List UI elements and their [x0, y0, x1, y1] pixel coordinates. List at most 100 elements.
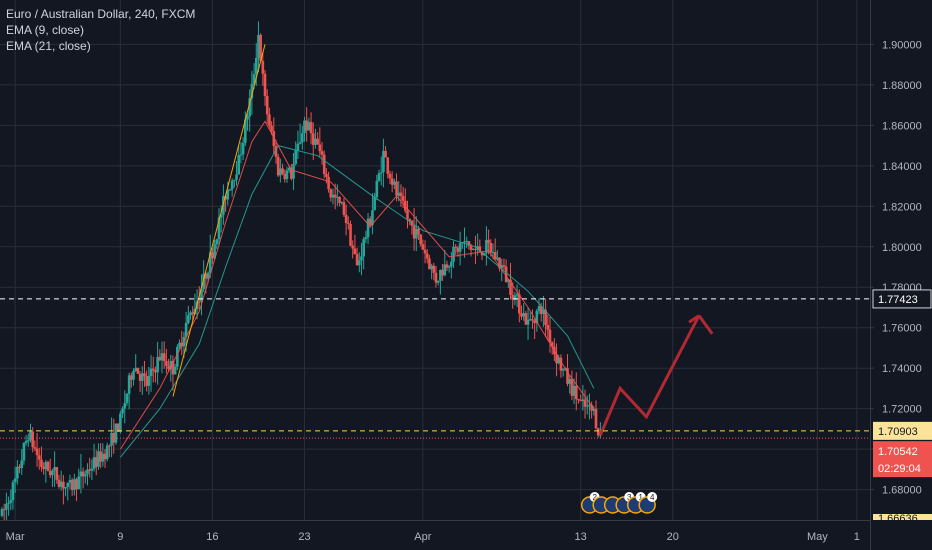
projection-arrowhead	[697, 314, 714, 335]
candle-body	[143, 373, 146, 377]
candle-body	[246, 116, 249, 120]
clipped-price-bg	[873, 514, 932, 520]
candle-body	[248, 98, 251, 117]
candle-body	[452, 246, 455, 262]
candle-body	[162, 353, 166, 362]
candle-body	[526, 319, 530, 325]
candle-body	[384, 150, 387, 158]
candle-body	[42, 466, 45, 470]
candle-body	[62, 481, 65, 489]
symbol-title[interactable]: Euro / Australian Dollar, 240, FXCM	[6, 7, 196, 21]
candle-body	[533, 320, 536, 324]
candle-body	[445, 264, 449, 268]
candle-body	[165, 361, 168, 366]
candle-body	[327, 176, 330, 190]
candle-body	[419, 234, 422, 245]
candle-body	[568, 378, 572, 384]
candle-body	[68, 479, 72, 483]
candle-body	[51, 470, 54, 476]
candle-body	[2, 509, 6, 511]
candle-body	[320, 151, 324, 155]
candle-body	[550, 342, 554, 347]
ema21-legend[interactable]: EMA (21, close)	[6, 39, 91, 53]
candle-body	[200, 289, 203, 302]
candle-body	[147, 376, 151, 386]
candle-body	[263, 73, 267, 97]
resistance-label-border	[872, 289, 932, 309]
candle-body	[173, 366, 177, 375]
candle-body	[500, 265, 504, 269]
candle-body	[235, 174, 238, 180]
candle-body	[548, 329, 552, 343]
event-marker[interactable]: 4	[638, 492, 658, 514]
marker-count-badge	[647, 492, 658, 502]
ema9-legend[interactable]: EMA (9, close)	[6, 23, 85, 37]
candle-body	[355, 254, 359, 266]
candle-body	[233, 179, 236, 181]
candle-body	[555, 354, 558, 364]
projection-path	[599, 314, 701, 436]
candle-body	[178, 342, 181, 347]
candle-body	[441, 269, 444, 276]
candle-body	[353, 248, 357, 255]
candle-body	[53, 467, 56, 471]
candle-body	[395, 181, 398, 196]
candle-body	[268, 114, 271, 126]
candle-body	[208, 252, 212, 273]
candle-body	[489, 242, 493, 253]
time-tick-label: Mar	[6, 531, 25, 543]
candle-body	[116, 423, 120, 432]
candle-body	[125, 393, 129, 404]
candle-body	[412, 225, 416, 239]
candle-body	[325, 174, 328, 177]
candle-body	[314, 138, 317, 145]
candle-body	[559, 357, 563, 371]
candle-body	[485, 239, 488, 253]
price-tick-label: 1.74000	[882, 363, 922, 375]
marker-count: 2	[592, 493, 597, 502]
marker-count: 3	[627, 493, 632, 502]
candle-body	[88, 469, 91, 471]
candle-body	[364, 237, 368, 240]
candle-body	[393, 181, 396, 185]
candle-body	[219, 214, 223, 218]
candle-body	[70, 479, 74, 491]
candle-body	[347, 222, 350, 224]
candle-body	[329, 189, 333, 198]
candle-body	[24, 440, 28, 444]
time-tick-label: 23	[298, 531, 310, 543]
support-price-label-text: 1.70903	[878, 426, 918, 438]
candle-body	[22, 443, 26, 461]
candle-body	[344, 214, 348, 223]
candle-body	[77, 476, 81, 490]
candle-body	[408, 218, 411, 221]
candle-body	[454, 246, 458, 248]
candle-body	[180, 342, 184, 347]
time-tick-label: May	[807, 531, 828, 543]
candle-body	[522, 313, 525, 317]
candle-body	[239, 154, 243, 156]
candle-body	[322, 154, 326, 175]
candle-body	[574, 385, 578, 400]
time-tick-label: 13	[575, 531, 587, 543]
candle-body	[296, 143, 300, 151]
candle-body	[360, 256, 363, 261]
candle-body	[145, 376, 148, 386]
candle-body	[331, 194, 335, 198]
candle-body	[27, 440, 30, 442]
candle-body	[557, 357, 561, 364]
candle-body	[44, 461, 48, 470]
candle-body	[362, 239, 365, 257]
ema21-line	[120, 145, 595, 458]
candle-body	[130, 375, 133, 380]
candle-body	[502, 265, 506, 267]
candle-body	[531, 319, 534, 321]
candle-body	[276, 156, 280, 176]
candle-body	[156, 356, 159, 373]
candle-body	[154, 370, 157, 373]
candle-body	[197, 301, 201, 303]
candle-body	[73, 479, 76, 491]
